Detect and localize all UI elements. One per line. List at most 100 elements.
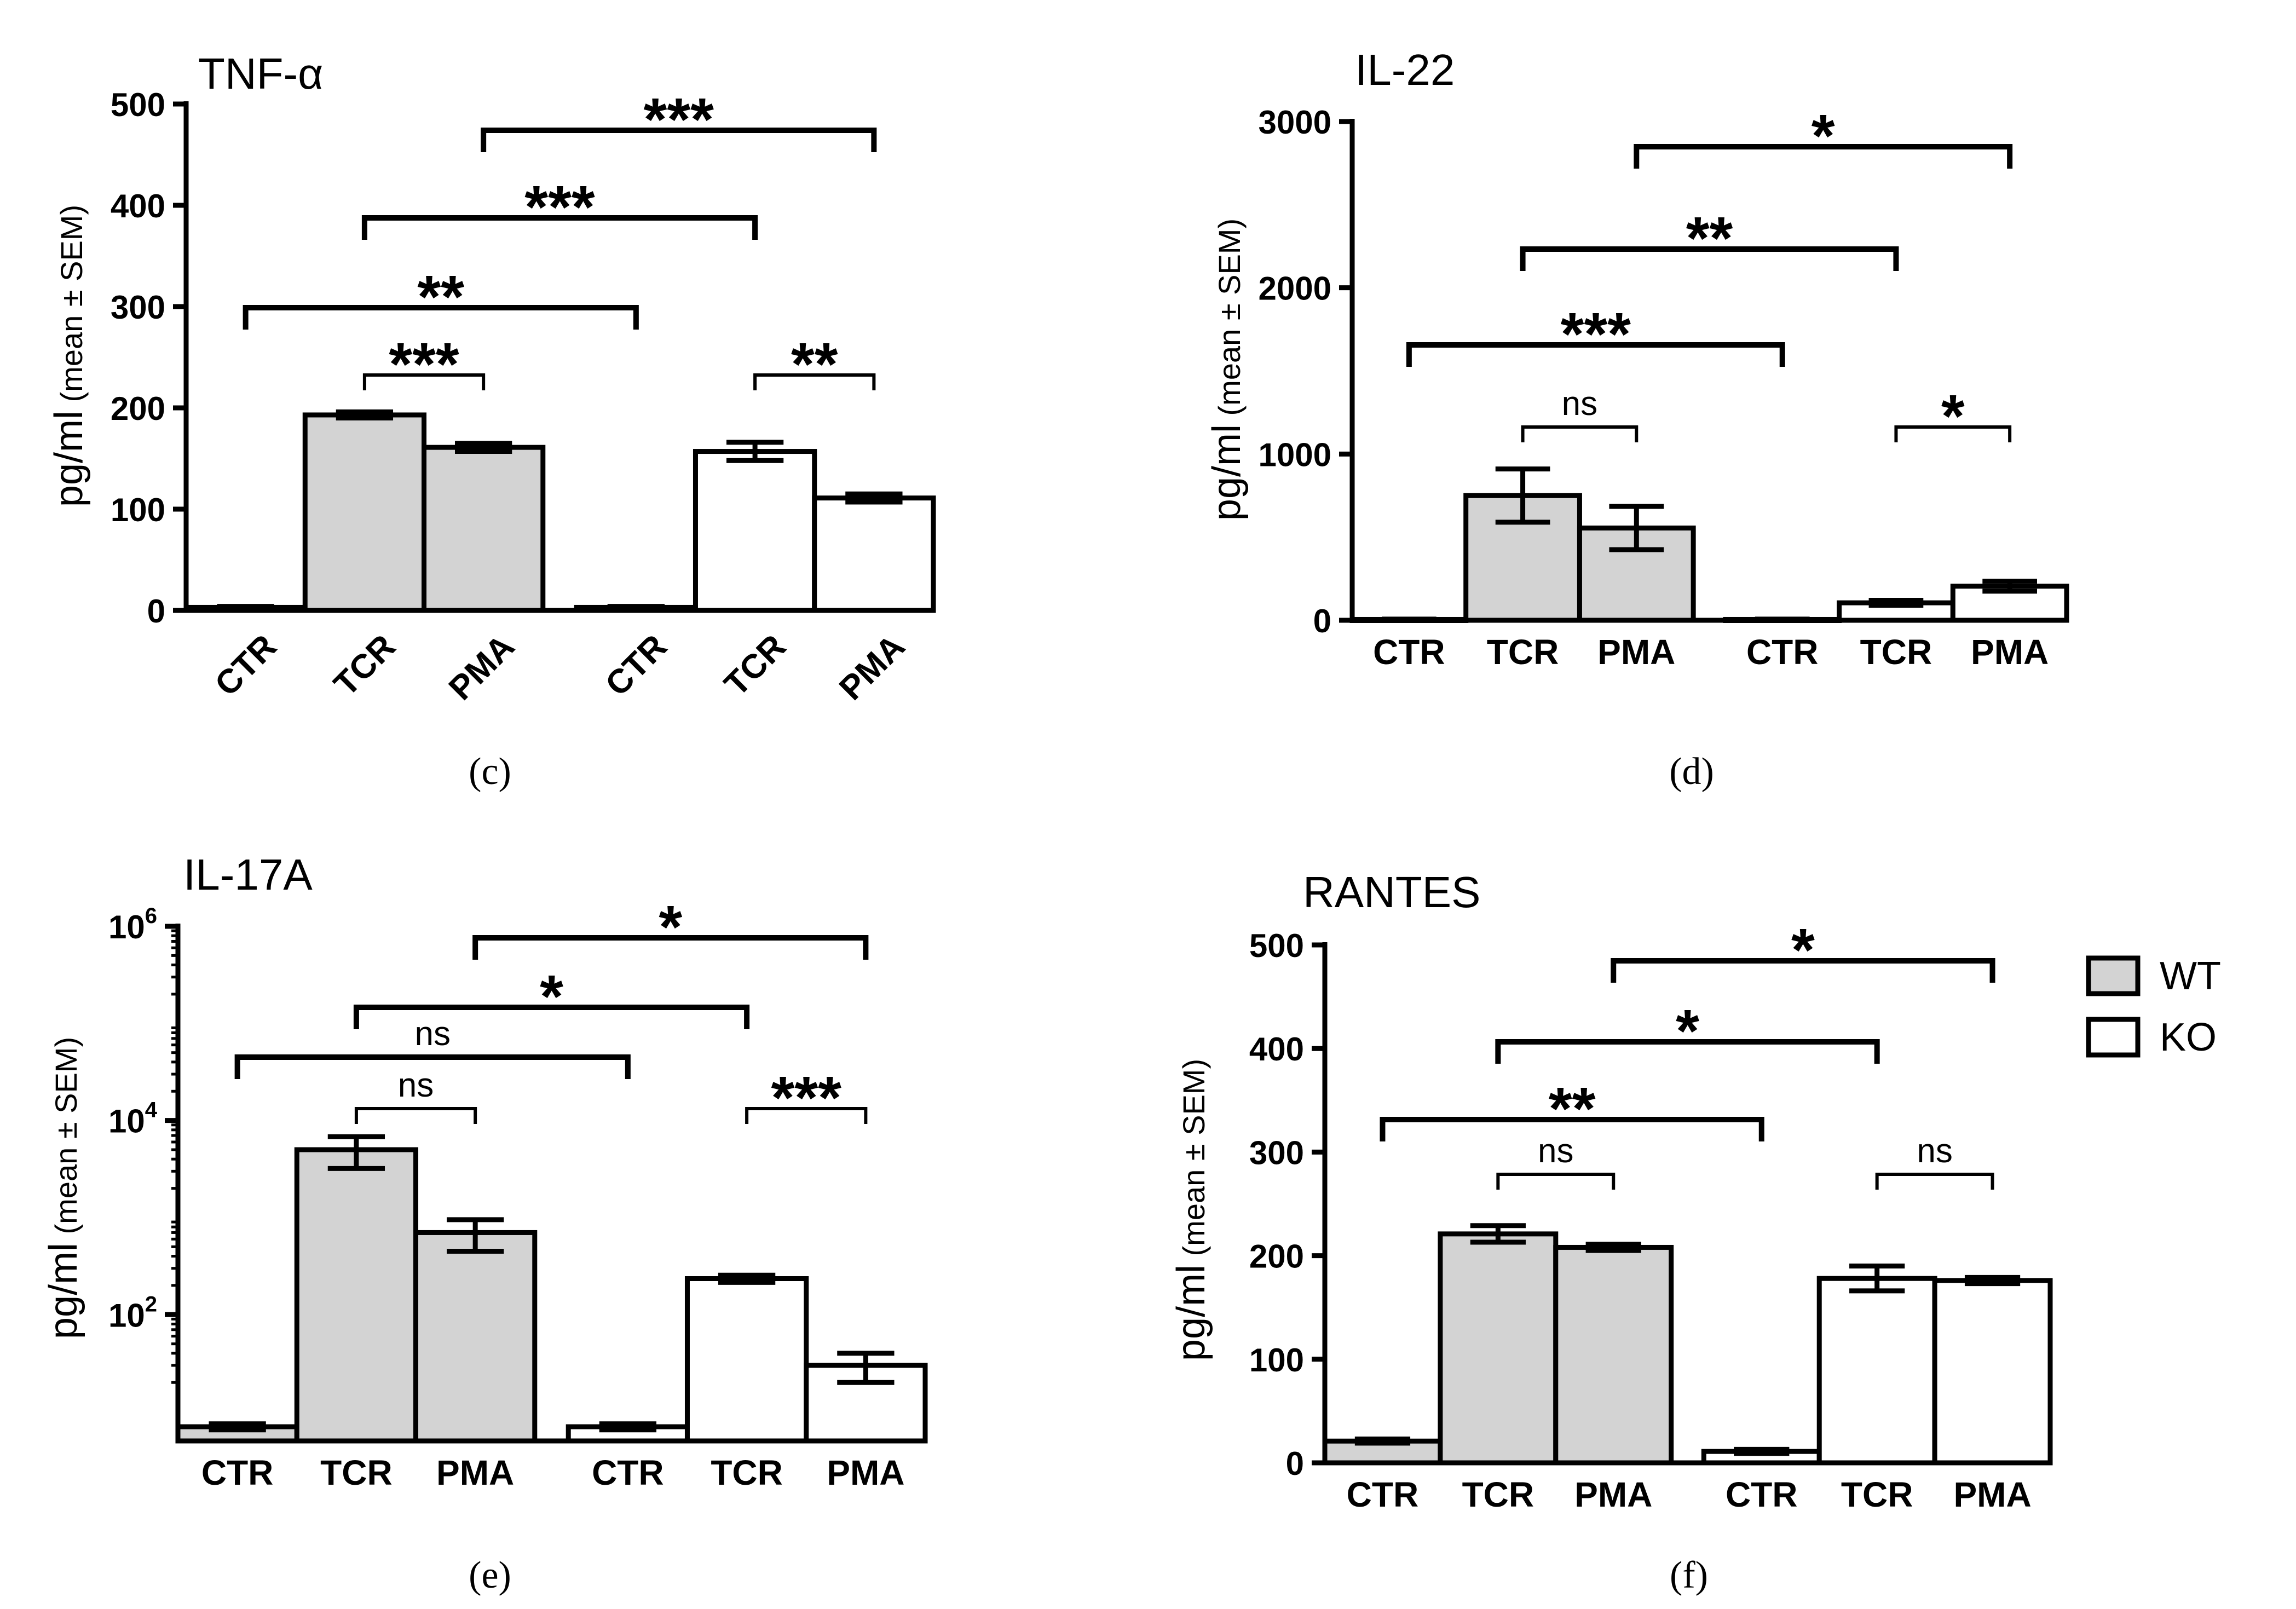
significance-bracket [234, 1054, 631, 1079]
panel-f-rantes: RANTES pg/ml (mean ± SEM) 0 100 200 300 400 500… [1169, 868, 2053, 1596]
y-axis-title: pg/ml (mean ± SEM) [1205, 218, 1249, 521]
x-tick-label: TCR [1462, 1475, 1534, 1514]
x-tick-label: PMA [442, 627, 522, 707]
x-tick-label: CTR [598, 627, 674, 703]
significance-bracket [1406, 342, 1785, 367]
legend: WT KO [2086, 954, 2221, 1059]
significance-label: * [1812, 102, 1835, 170]
panel-c-tnf-alpha: TNF-α pg/ml (mean ± SEM) 0 100 200 300 400 500 C… [47, 49, 936, 793]
significance-label: ** [791, 331, 838, 398]
chart-title: IL-17A [183, 850, 313, 899]
x-tick-label: TCR [711, 1453, 783, 1492]
bar-wt-pma [1553, 1244, 1674, 1466]
y-tick-label: 3000 [1259, 104, 1331, 141]
significance-label: * [1676, 997, 1699, 1065]
significance-label: *** [644, 86, 714, 153]
significance-label: ns [1917, 1132, 1952, 1170]
x-tick-label: PMA [1953, 1475, 2031, 1514]
bar-wt-tcr [1438, 1231, 1559, 1466]
significance-label: *** [389, 331, 459, 398]
x-tick-label: PMA [436, 1453, 514, 1492]
chart-title: IL-22 [1355, 45, 1455, 94]
significance-bracket [1380, 1117, 1764, 1141]
x-tick-label: TCR [1487, 632, 1559, 672]
legend-ko-label: KO [2160, 1016, 2217, 1059]
legend-wt-label: WT [2160, 954, 2221, 998]
x-tick-label: TCR [717, 627, 793, 703]
x-tick-label: PMA [1597, 632, 1675, 672]
significance-label: *** [771, 1064, 842, 1132]
y-tick-label: 0 [1286, 1445, 1304, 1482]
panel-label: (d) [1669, 751, 1714, 793]
significance-bracket [243, 305, 639, 330]
x-tick-label: TCR [1860, 632, 1932, 672]
significance-label: ** [1686, 205, 1733, 272]
bar-ko-tcr [1816, 1276, 1937, 1466]
x-tick-label: PMA [1971, 632, 2049, 672]
bar-ko-pma [812, 495, 936, 613]
significance-bracket [1611, 958, 1995, 983]
significance-label: * [1941, 383, 1965, 450]
panel-label: (c) [469, 751, 511, 793]
significance-bracket [753, 373, 876, 390]
bar-wt-tcr [302, 412, 427, 613]
significance-label: *** [524, 174, 595, 241]
significance-bracket [1496, 1173, 1616, 1190]
significance-bracket [353, 1005, 750, 1029]
x-tick-label: CTR [201, 1453, 274, 1492]
significance-label: ** [1549, 1075, 1596, 1143]
significance-label: ns [398, 1066, 434, 1104]
x-tick-label: CTR [208, 627, 284, 703]
y-tick-label: 200 [1249, 1238, 1304, 1275]
x-tick-label: CTR [1746, 632, 1819, 672]
x-tick-label: PMA [827, 1453, 904, 1492]
significance-bracket [481, 128, 877, 152]
x-tick-label: CTR [1726, 1475, 1798, 1514]
bar-ko-tcr [684, 1276, 809, 1444]
bar-ko-pma [1932, 1278, 2053, 1466]
panel-label: (e) [469, 1554, 511, 1596]
y-axis-title: pg/ml (mean ± SEM) [1169, 1059, 1213, 1361]
significance-bracket [1495, 1039, 1880, 1064]
significance-bracket [1520, 246, 1899, 271]
y-tick-label: 0 [1313, 603, 1331, 639]
significance-label: * [1791, 916, 1815, 984]
significance-bracket [1894, 425, 2012, 442]
bar-wt-pma [413, 1230, 538, 1444]
significance-bracket [361, 215, 758, 240]
y-tick-label: 300 [111, 289, 165, 326]
x-tick-label: CTR [1373, 632, 1445, 672]
y-tick-label: 200 [111, 390, 165, 427]
y-tick-label: 1000 [1259, 436, 1331, 473]
y-axis-title: pg/ml (mean ± SEM) [47, 205, 91, 507]
significance-bracket [1521, 425, 1639, 442]
y-tick-label: 100 [111, 492, 165, 528]
y-tick-label: 106 [108, 904, 157, 945]
x-tick-label: PMA [1574, 1475, 1652, 1514]
significance-label: *** [1561, 301, 1631, 368]
chart-title: TNF-α [198, 49, 323, 98]
x-tick-label: CTR [592, 1453, 664, 1492]
y-tick-label: 400 [1249, 1031, 1304, 1068]
y-tick-label: 0 [147, 593, 165, 630]
y-tick-label: 100 [1249, 1342, 1304, 1379]
chart-title: RANTES [1303, 868, 1481, 916]
panel-label: (f) [1670, 1554, 1708, 1596]
y-tick-label: 2000 [1259, 270, 1331, 307]
significance-bracket [745, 1107, 868, 1124]
x-tick-label: TCR [320, 1453, 393, 1492]
x-tick-label: PMA [832, 627, 912, 707]
y-tick-label: 500 [111, 86, 165, 123]
significance-label: * [659, 893, 682, 961]
y-axis-title: pg/ml (mean ± SEM) [42, 1037, 85, 1339]
y-tick-label: 102 [108, 1292, 157, 1334]
legend-ko-swatch [2086, 1017, 2141, 1058]
significance-label: ns [1538, 1132, 1573, 1170]
significance-bracket [1875, 1173, 1994, 1190]
bar-ko-tcr [693, 449, 817, 613]
bar-wt-pma [422, 445, 546, 613]
y-tick-label: 104 [108, 1098, 158, 1140]
legend-wt-swatch [2086, 955, 2141, 996]
significance-bracket [1634, 144, 2013, 169]
